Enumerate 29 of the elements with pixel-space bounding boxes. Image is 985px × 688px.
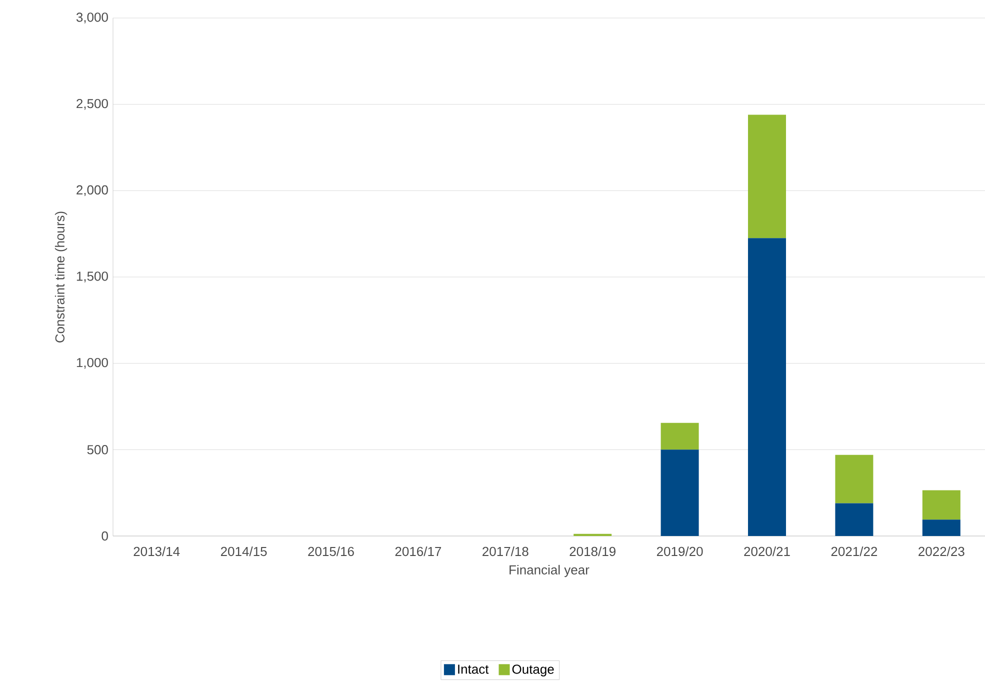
x-tick-label: 2017/18 (482, 546, 528, 556)
x-tick-label: 2020/21 (744, 546, 790, 556)
x-tick-label: 2021/22 (831, 546, 878, 556)
y-tick-label: 3,000 (76, 12, 108, 24)
y-axis-title: Constraint time (hours) (54, 212, 68, 342)
x-tick-label: 2014/15 (220, 546, 267, 556)
bar (660, 422, 699, 450)
bar (660, 450, 699, 536)
y-tick-label: 500 (87, 445, 108, 454)
legend-label: Outage (512, 664, 554, 676)
bar (835, 503, 874, 536)
x-tick-label: 2019/20 (656, 546, 703, 556)
bar (748, 238, 786, 536)
y-tick-label: 2,000 (76, 185, 108, 196)
y-tick-label: 0 (102, 531, 108, 541)
bar (748, 114, 786, 238)
y-tick-label: 2,500 (76, 98, 108, 110)
y-tick-label: 1,000 (76, 358, 108, 369)
x-tick-label: 2013/14 (134, 546, 180, 556)
y-tick-label: 1,500 (76, 272, 108, 282)
x-axis-title: Financial year (510, 564, 590, 578)
bar (922, 490, 960, 520)
x-tick-label: 2018/19 (570, 546, 616, 556)
x-tick-label: 2015/16 (308, 546, 354, 556)
bar (835, 454, 874, 504)
x-tick-label: 2022/23 (918, 546, 964, 556)
legend-label: Intact (458, 664, 489, 674)
x-tick-label: 2016/17 (395, 546, 442, 556)
bar (922, 520, 960, 536)
